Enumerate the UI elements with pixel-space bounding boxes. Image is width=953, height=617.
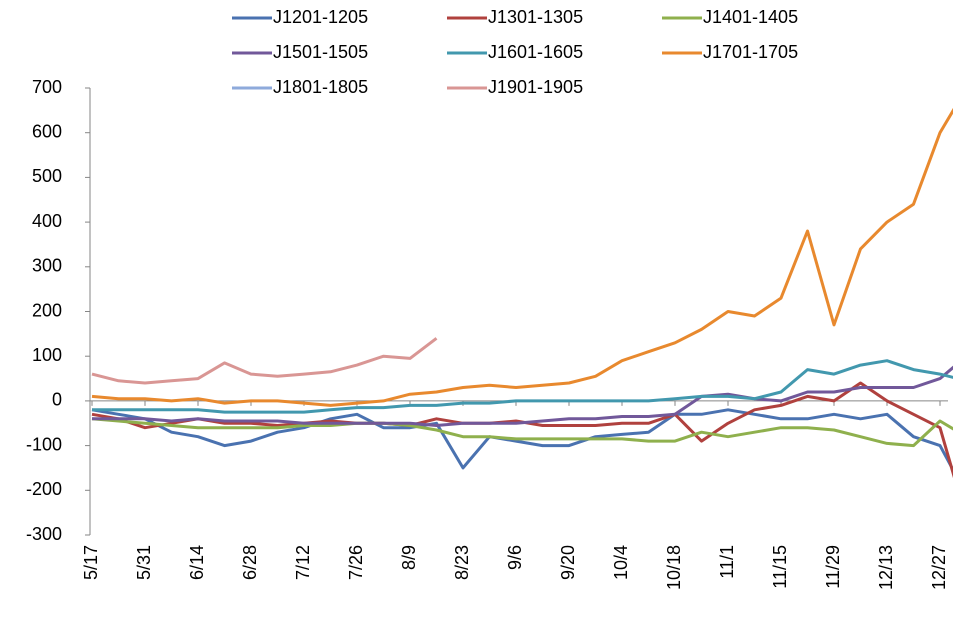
y-tick-label: -200: [26, 479, 62, 499]
x-tick-label: 8/23: [452, 545, 472, 580]
series-line: [92, 365, 953, 427]
x-tick-label: 11/1: [717, 545, 737, 579]
y-tick-label: -300: [26, 524, 62, 544]
x-tick-label: 11/15: [770, 545, 790, 589]
x-tick-label: 6/14: [187, 545, 207, 580]
x-tick-label: 8/9: [399, 545, 419, 570]
legend-label: J1601-1605: [488, 42, 583, 62]
y-tick-label: 600: [32, 121, 62, 141]
x-tick-label: 7/26: [346, 545, 366, 580]
x-tick-label: 5/17: [81, 545, 101, 580]
series-line: [91, 408, 953, 473]
x-tick-label: 12/13: [876, 545, 896, 590]
legend-label: J1701-1705: [703, 42, 798, 62]
y-tick-label: 500: [32, 166, 62, 186]
x-tick-label: 12/27: [929, 545, 949, 590]
legend-label: J1301-1305: [488, 7, 583, 27]
legend-label: J1901-1905: [488, 77, 583, 97]
x-tick-label: 5/31: [134, 545, 154, 580]
x-tick-label: 10/4: [611, 545, 631, 580]
x-tick-label: 11/29: [823, 545, 843, 589]
x-tick-label: 9/6: [505, 545, 525, 570]
y-tick-label: 700: [32, 77, 62, 97]
x-tick-label: 7/12: [293, 545, 313, 580]
y-tick-label: 100: [32, 345, 62, 365]
legend-label: J1801-1805: [273, 77, 368, 97]
legend-label: J1501-1505: [273, 42, 368, 62]
legend-label: J1201-1205: [273, 7, 368, 27]
series-line: [91, 337, 438, 385]
series-line: [91, 107, 953, 407]
y-tick-label: 400: [32, 211, 62, 231]
series-line: [92, 359, 953, 414]
y-tick-label: 0: [52, 390, 62, 410]
x-tick-label: 10/18: [664, 545, 684, 590]
x-tick-label: 9/20: [558, 545, 578, 580]
y-tick-label: 200: [32, 300, 62, 320]
y-tick-label: -100: [26, 434, 62, 454]
legend-label: J1401-1405: [703, 7, 798, 27]
y-tick-label: 300: [32, 256, 62, 276]
series-line: [91, 417, 953, 448]
x-tick-label: 6/28: [240, 545, 260, 580]
